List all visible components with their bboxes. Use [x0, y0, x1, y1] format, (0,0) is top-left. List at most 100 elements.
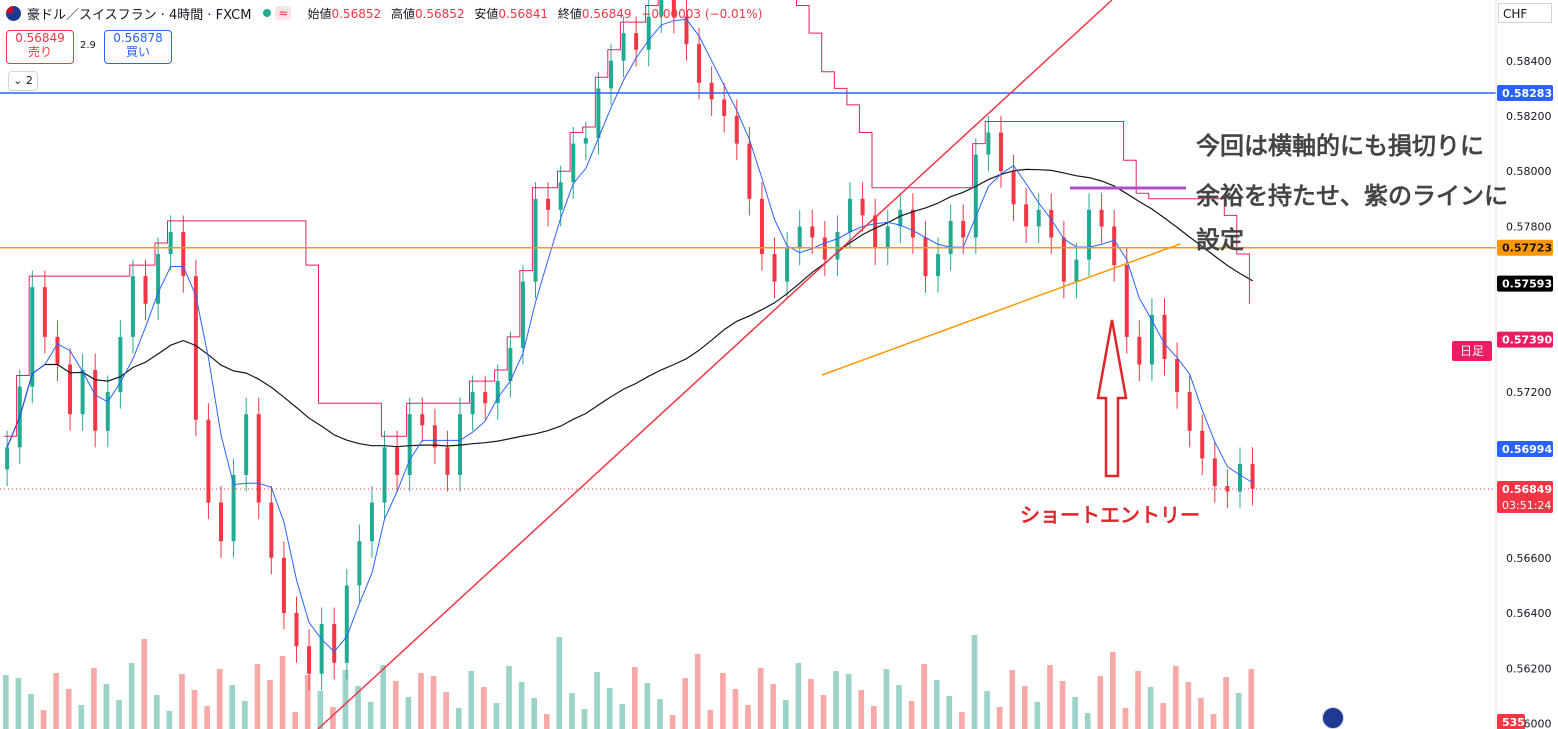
volume-bar [808, 679, 814, 729]
sell-price: 0.56849 [15, 31, 65, 45]
candle-body [307, 646, 312, 674]
candle-body [319, 624, 324, 674]
candle-body [118, 336, 123, 393]
red-trendline [317, 0, 1113, 729]
candle-body [1074, 259, 1079, 282]
candle-body [42, 287, 47, 337]
price-label: 0.58283 [1502, 87, 1552, 100]
volume-bar [493, 703, 500, 729]
candle-body [1036, 209, 1041, 227]
volume-bar [921, 664, 928, 729]
candle-body [948, 220, 953, 255]
candle-body [382, 447, 387, 503]
volume-bar [53, 673, 59, 729]
volume-bar [481, 687, 487, 729]
volume-bar [896, 685, 902, 729]
spread-value: 2.9 [80, 40, 96, 51]
y-tick-label: 0.57200 [1506, 386, 1552, 399]
candle-body [936, 254, 941, 277]
candle-body [1099, 209, 1104, 227]
candle-body [1024, 204, 1029, 227]
candle-body [546, 198, 551, 210]
market-status[interactable]: ≈ [263, 6, 292, 20]
volume-bar [1097, 676, 1104, 729]
high-label: 高値 [390, 6, 415, 21]
volume-bar [845, 674, 852, 729]
candle-body [747, 143, 752, 199]
volume-bar [179, 674, 185, 729]
volume-bar [871, 706, 877, 729]
price-label-bg [1497, 85, 1553, 102]
candle-body [1200, 430, 1205, 459]
wave-icon: ≈ [275, 6, 292, 20]
candle-body [244, 414, 249, 475]
australia-flag-icon[interactable] [1322, 707, 1344, 729]
candle-body [181, 231, 186, 277]
candle-body [294, 613, 299, 647]
volume-bar [468, 671, 475, 729]
candle-body [281, 557, 286, 614]
candle-body [772, 254, 777, 282]
candle-body [420, 414, 425, 426]
volume-bar [204, 706, 210, 729]
candle-body [269, 502, 274, 558]
sell-label: 売り [27, 45, 52, 59]
slow-moving-average-line [6, 168, 1253, 448]
candle-body [1049, 209, 1054, 238]
candle-body [973, 154, 978, 238]
volume-bar [116, 700, 122, 729]
candle-body [583, 138, 588, 144]
note-line-1: 今回は横軸的にも損切りに [1196, 132, 1484, 160]
symbol-title[interactable]: 豪ドル／スイスフラン · 4時間 · FXCM [27, 7, 252, 23]
price-label: 0.56849 [1502, 483, 1552, 496]
volume-bar [531, 698, 538, 729]
volume-bar [984, 691, 990, 729]
currency-selector[interactable]: CHF [1498, 3, 1552, 23]
candle-body [785, 248, 790, 282]
candle-body [80, 370, 85, 415]
price-label: 0.57390 [1502, 334, 1552, 347]
volume-bar [342, 670, 349, 729]
volume-bar [91, 668, 97, 729]
candle-body [1137, 336, 1142, 365]
volume-bar [254, 664, 261, 729]
note-line-2: 余裕を持たせ、紫のラインに [1196, 182, 1508, 210]
volume-bar [292, 712, 299, 729]
daily-badge[interactable]: 日足 [1452, 341, 1492, 361]
volume-bar [242, 701, 248, 729]
candle-body [68, 364, 73, 415]
volume-bar [405, 697, 412, 729]
candle-body [684, 16, 689, 45]
y-tick-label: 0.56400 [1506, 607, 1552, 620]
candle-body [810, 226, 815, 238]
buy-button[interactable]: 0.56878 買い [104, 30, 172, 64]
candle-body [5, 447, 10, 470]
candle-body [219, 502, 224, 542]
market-open-dot-icon [263, 9, 272, 17]
up-arrow-icon [1096, 319, 1128, 478]
volume-bar [1084, 713, 1091, 729]
volume-bar [1235, 693, 1242, 729]
candle-body [998, 132, 1003, 172]
candle-body [369, 502, 374, 542]
candle-body [470, 392, 475, 415]
volume-bar [418, 673, 424, 729]
candle-body [206, 419, 211, 503]
volume-bar [1135, 671, 1141, 729]
volume-bar [682, 678, 688, 729]
change-value: −0.00003 (−0.01%) [641, 6, 763, 21]
volume-bar [1122, 708, 1129, 729]
candle-body [344, 585, 349, 663]
volume-bar [732, 689, 739, 729]
volume-bar [782, 700, 789, 729]
volume-bar [745, 705, 751, 729]
volume-bar [455, 708, 462, 729]
volume-bar [1034, 702, 1041, 729]
sell-button[interactable]: 0.56849 売り [6, 30, 74, 64]
volume-bar [606, 688, 613, 729]
volume-bar [1072, 697, 1078, 729]
indicator-collapse-button[interactable]: ⌄ 2 [8, 71, 38, 91]
candle-body [873, 215, 878, 249]
candle-body [1124, 265, 1129, 337]
